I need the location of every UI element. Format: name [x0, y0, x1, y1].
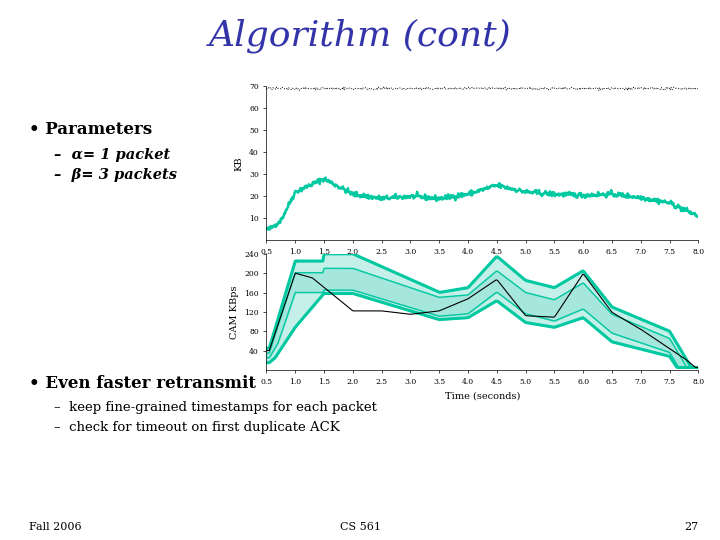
Text: Fall 2006: Fall 2006	[29, 522, 81, 532]
Text: CS 561: CS 561	[340, 522, 380, 532]
Text: –  check for timeout on first duplicate ACK: – check for timeout on first duplicate A…	[54, 421, 340, 434]
Text: –  β= 3 packets: – β= 3 packets	[54, 168, 177, 183]
Text: • Even faster retransmit: • Even faster retransmit	[29, 375, 256, 392]
Y-axis label: CAM KBps: CAM KBps	[230, 285, 238, 339]
Text: Algorithm (cont): Algorithm (cont)	[209, 19, 511, 53]
Text: 27: 27	[684, 522, 698, 532]
Y-axis label: KB: KB	[234, 156, 243, 171]
Text: –  keep fine-grained timestamps for each packet: – keep fine-grained timestamps for each …	[54, 401, 377, 414]
Text: • Parameters: • Parameters	[29, 122, 152, 138]
Text: –  α= 1 packet: – α= 1 packet	[54, 148, 170, 163]
X-axis label: Time (seconds): Time (seconds)	[445, 391, 520, 400]
X-axis label: Time (seconds): Time (seconds)	[445, 261, 520, 271]
